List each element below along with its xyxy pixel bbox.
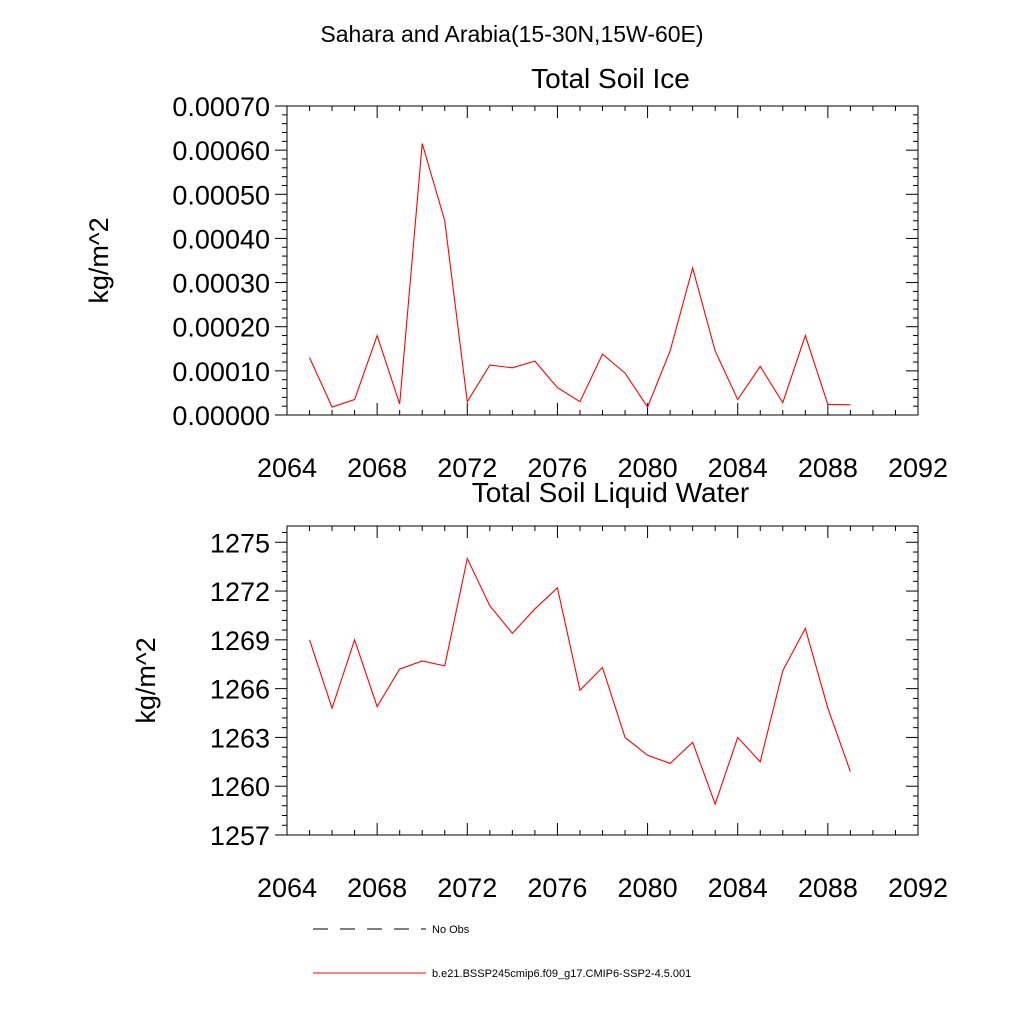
y-tick-label: 1263 xyxy=(210,723,270,753)
legend: No Obs b.e21.BSSP245cmip6.f09_g17.CMIP6-S… xyxy=(313,924,691,980)
data-point xyxy=(849,770,852,773)
data-point xyxy=(714,349,717,352)
data-point xyxy=(736,736,739,739)
panel-title: Total Soil Ice xyxy=(531,63,690,94)
data-point xyxy=(736,398,739,401)
y-axis-title: kg/m^2 xyxy=(84,217,114,303)
data-point xyxy=(691,741,694,744)
data-point xyxy=(533,607,536,610)
data-point xyxy=(804,627,807,630)
y-tick-label: 0.00060 xyxy=(172,136,270,166)
data-point xyxy=(781,401,784,404)
x-tick-label: 2068 xyxy=(347,873,407,903)
data-point xyxy=(353,638,356,641)
data-point xyxy=(826,403,829,406)
data-point xyxy=(601,353,604,356)
data-point xyxy=(781,669,784,672)
x-tick-label: 2064 xyxy=(257,453,317,483)
series-line xyxy=(309,556,851,806)
data-point xyxy=(556,386,559,389)
data-point xyxy=(421,142,424,145)
data-point xyxy=(714,803,717,806)
y-tick-label: 1269 xyxy=(210,626,270,656)
x-tick-label: 2084 xyxy=(708,453,768,483)
x-tick-label: 2088 xyxy=(798,873,858,903)
x-tick-label: 2072 xyxy=(437,873,497,903)
x-tick-label: 2076 xyxy=(527,873,587,903)
y-tick-label: 0.00020 xyxy=(172,313,270,343)
data-point xyxy=(578,400,581,403)
data-point xyxy=(849,403,852,406)
y-tick-label: 1275 xyxy=(210,528,270,558)
y-tick-label: 0.00010 xyxy=(172,357,270,387)
x-tick-label: 2068 xyxy=(347,453,407,483)
data-point xyxy=(308,356,311,359)
x-tick-label: 2088 xyxy=(798,453,858,483)
panel-total-soil-ice: 2064 2068 2072 2076 2080 2084 2088 2092 0.00000 0… xyxy=(84,63,948,483)
data-point xyxy=(646,754,649,757)
data-point xyxy=(533,360,536,363)
data-point xyxy=(466,400,469,403)
y-tick-label: 0.00040 xyxy=(172,224,270,254)
plot-frame xyxy=(286,105,919,416)
x-tick-label: 2064 xyxy=(257,873,317,903)
data-point xyxy=(511,366,514,369)
data-point xyxy=(308,638,311,641)
x-tick-label: 2092 xyxy=(888,453,948,483)
data-point xyxy=(443,219,446,222)
data-point xyxy=(398,668,401,671)
data-point xyxy=(488,364,491,367)
data-point xyxy=(669,762,672,765)
data-point xyxy=(376,705,379,708)
data-point xyxy=(826,707,829,710)
data-point xyxy=(331,707,334,710)
data-point xyxy=(511,632,514,635)
data-point xyxy=(646,406,649,409)
data-point xyxy=(669,349,672,352)
series-line xyxy=(309,143,851,409)
y-tick-label: 1272 xyxy=(210,577,270,607)
y-tick-label: 1266 xyxy=(210,675,270,705)
data-point xyxy=(759,760,762,763)
data-point xyxy=(353,398,356,401)
data-point xyxy=(421,659,424,662)
data-point xyxy=(804,334,807,337)
panel-total-soil-liquid-water: 2064 2068 2072 2076 2080 2084 2088 2092 1257 1260… xyxy=(131,477,948,903)
data-point xyxy=(331,406,334,409)
data-point xyxy=(624,372,627,375)
legend-label: b.e21.BSSP245cmip6.f09_g17.CMIP6-SSP2-4.… xyxy=(432,968,691,980)
y-tick-label: 0.00050 xyxy=(172,180,270,210)
data-point xyxy=(466,557,469,560)
x-tick-label: 2080 xyxy=(618,453,678,483)
data-point xyxy=(624,736,627,739)
data-point xyxy=(376,334,379,337)
data-point xyxy=(691,267,694,270)
data-point xyxy=(488,604,491,607)
data-point xyxy=(556,586,559,589)
y-tick-label: 0.00000 xyxy=(172,401,270,431)
plot-frame xyxy=(286,525,919,836)
data-point xyxy=(443,664,446,667)
y-axis-title: kg/m^2 xyxy=(131,637,161,723)
x-tick-label: 2076 xyxy=(527,453,587,483)
x-tick-label: 2092 xyxy=(888,873,948,903)
x-tick-label: 2080 xyxy=(618,873,678,903)
data-point xyxy=(578,689,581,692)
y-tick-label: 1257 xyxy=(210,821,270,851)
data-point xyxy=(398,402,401,405)
data-point xyxy=(601,666,604,669)
panel-title: Total Soil Liquid Water xyxy=(472,477,750,508)
y-tick-label: 0.00030 xyxy=(172,269,270,299)
figure-title: Sahara and Arabia(15-30N,15W-60E) xyxy=(320,21,703,47)
legend-label: No Obs xyxy=(432,924,470,936)
x-tick-label: 2072 xyxy=(437,453,497,483)
x-tick-label: 2084 xyxy=(708,873,768,903)
y-tick-label: 0.00070 xyxy=(172,92,270,122)
data-point xyxy=(759,365,762,368)
y-tick-label: 1260 xyxy=(210,772,270,802)
